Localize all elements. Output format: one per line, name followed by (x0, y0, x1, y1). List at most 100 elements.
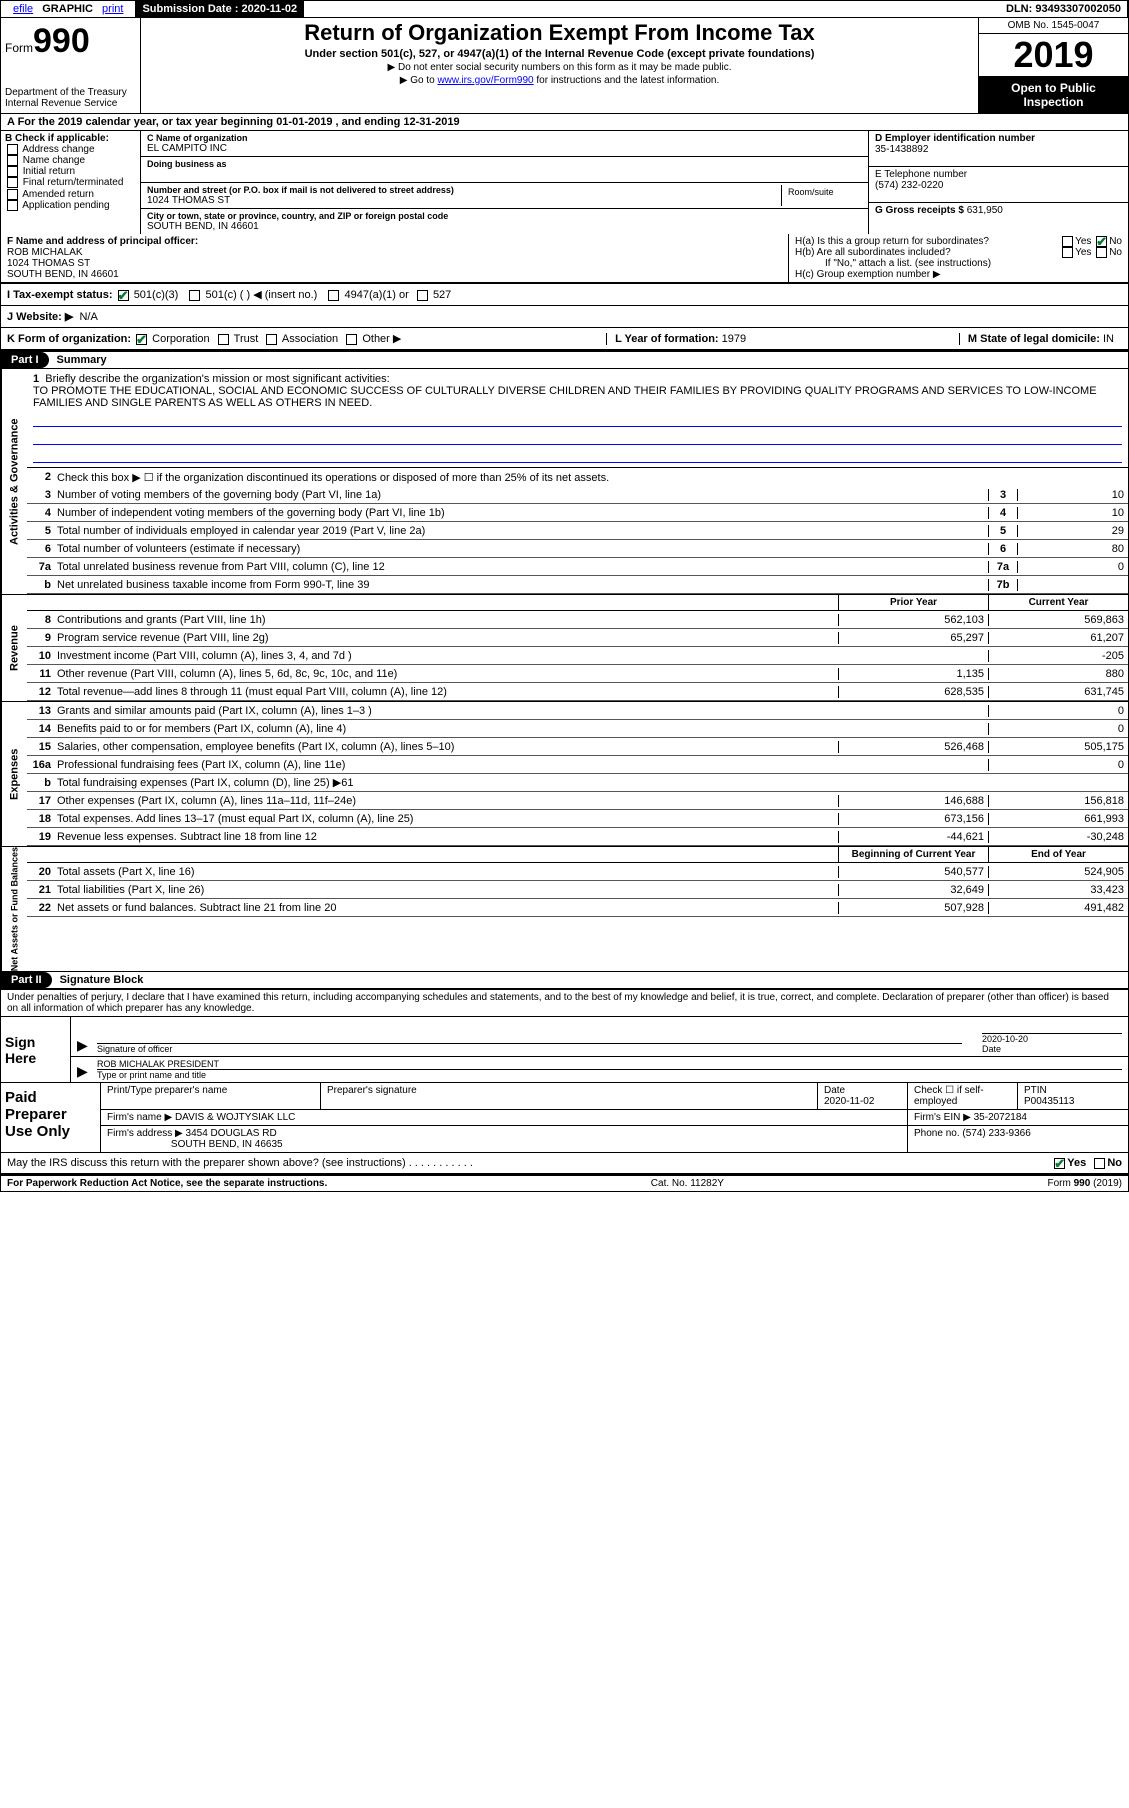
firm-ein: Firm's EIN ▶ 35-2072184 (908, 1110, 1128, 1125)
summary-line-3: 3Number of voting members of the governi… (27, 486, 1128, 504)
side-tab-net-assets: Net Assets or Fund Balances (1, 847, 27, 971)
group-return: H(a) Is this a group return for subordin… (788, 234, 1128, 282)
chk-initial-return[interactable]: Initial return (17, 166, 136, 177)
omb-number: OMB No. 1545-0047 (979, 18, 1128, 34)
chk-trust[interactable] (218, 334, 229, 345)
signature-block: Under penalties of perjury, I declare th… (0, 990, 1129, 1153)
firm-name: Firm's name ▶ DAVIS & WOJTYSIAK LLC (101, 1110, 908, 1125)
chk-address-change[interactable]: Address change (17, 144, 136, 155)
form-number: Form990 (5, 22, 136, 61)
block-fh: F Name and address of principal officer:… (0, 234, 1129, 283)
self-employed-check[interactable]: Check ☐ if self-employed (908, 1083, 1018, 1109)
dln: DLN: 93493307002050 (1000, 1, 1128, 17)
summary-line-19: 19Revenue less expenses. Subtract line 1… (27, 828, 1128, 846)
arrow-icon: ▶ (77, 1037, 97, 1054)
col-end-year: End of Year (988, 847, 1128, 862)
summary-line-6: 6Total number of volunteers (estimate if… (27, 540, 1128, 558)
tax-year: 2019 (979, 34, 1128, 77)
gross-receipts: G Gross receipts $ 631,950 (869, 203, 1128, 218)
preparer-name: Print/Type preparer's name (101, 1083, 321, 1109)
submission-date: Submission Date : 2020-11-02 (136, 1, 304, 17)
col-prior-year: Prior Year (838, 595, 988, 610)
room-suite: Room/suite (782, 185, 862, 206)
chk-discuss-yes[interactable] (1054, 1158, 1065, 1169)
summary-line-20: 20Total assets (Part X, line 16)540,5775… (27, 863, 1128, 881)
row-i-tax-exempt: I Tax-exempt status: 501(c)(3) 501(c) ( … (0, 283, 1129, 306)
side-tab-revenue: Revenue (1, 595, 27, 701)
chk-app-pending[interactable]: Application pending (17, 200, 136, 211)
form-subtitle: Under section 501(c), 527, or 4947(a)(1)… (147, 48, 972, 60)
preparer-date: Date2020-11-02 (818, 1083, 908, 1109)
part-1-title: Summary (49, 352, 115, 368)
footer: For Paperwork Reduction Act Notice, see … (0, 1174, 1129, 1192)
summary-line-5: 5Total number of individuals employed in… (27, 522, 1128, 540)
form-title: Return of Organization Exempt From Incom… (147, 20, 972, 46)
part-1: Part I Summary Activities & Governance 1… (0, 350, 1129, 972)
org-name-row: C Name of organization EL CAMPITO INC (141, 131, 868, 157)
summary-line-16a: 16aProfessional fundraising fees (Part I… (27, 756, 1128, 774)
summary-line-b: bNet unrelated business taxable income f… (27, 576, 1128, 594)
summary-line-18: 18Total expenses. Add lines 13–17 (must … (27, 810, 1128, 828)
chk-other[interactable] (346, 334, 357, 345)
address-row: Number and street (or P.O. box if mail i… (141, 183, 868, 209)
chk-name-change[interactable]: Name change (17, 155, 136, 166)
chk-527[interactable] (417, 290, 428, 301)
street-address: 1024 THOMAS ST (147, 195, 781, 206)
summary-line-12: 12Total revenue—add lines 8 through 11 (… (27, 683, 1128, 701)
department: Department of the Treasury Internal Reve… (5, 87, 136, 109)
mission-block: 1 Briefly describe the organization's mi… (27, 369, 1128, 468)
dba-row: Doing business as (141, 157, 868, 183)
part-2: Part II Signature Block (0, 972, 1129, 990)
summary-line-7a: 7aTotal unrelated business revenue from … (27, 558, 1128, 576)
irs-link[interactable]: www.irs.gov/Form990 (437, 75, 533, 86)
summary-line-10: 10Investment income (Part VIII, column (… (27, 647, 1128, 665)
col-current-year: Current Year (988, 595, 1128, 610)
summary-line-15: 15Salaries, other compensation, employee… (27, 738, 1128, 756)
form-ref: Form 990 (2019) (1048, 1178, 1122, 1189)
part-1-badge: Part I (1, 352, 49, 368)
principal-officer: F Name and address of principal officer:… (1, 234, 788, 282)
summary-line-8: 8Contributions and grants (Part VIII, li… (27, 611, 1128, 629)
summary-line-4: 4Number of independent voting members of… (27, 504, 1128, 522)
chk-corp[interactable] (136, 334, 147, 345)
ein-box: D Employer identification number 35-1438… (869, 131, 1128, 167)
summary-line-9: 9Program service revenue (Part VIII, lin… (27, 629, 1128, 647)
cat-number: Cat. No. 11282Y (651, 1178, 724, 1189)
chk-501c[interactable] (189, 290, 200, 301)
chk-amended[interactable]: Amended return (17, 189, 136, 200)
sign-here-label: Sign Here (1, 1017, 71, 1082)
chk-discuss-no[interactable] (1094, 1158, 1105, 1169)
row-klm: K Form of organization: Corporation Trus… (0, 328, 1129, 350)
summary-line-14: 14Benefits paid to or for members (Part … (27, 720, 1128, 738)
firm-address: Firm's address ▶ 3454 DOUGLAS RD SOUTH B… (101, 1126, 908, 1152)
top-bar: efile GRAPHIC print Submission Date : 20… (0, 0, 1129, 18)
officer-sig-line: Signature of officer (97, 1043, 962, 1054)
ptin: PTINP00435113 (1018, 1083, 1128, 1109)
open-public-badge: Open to Public Inspection (979, 77, 1128, 113)
chk-501c3[interactable] (118, 290, 129, 301)
summary-line-22: 22Net assets or fund balances. Subtract … (27, 899, 1128, 917)
preparer-signature: Preparer's signature (321, 1083, 818, 1109)
block-bcde: B Check if applicable: Address change Na… (0, 131, 1129, 234)
ein-value: 35-1438892 (875, 144, 928, 155)
paid-preparer-label: Paid Preparer Use Only (1, 1083, 101, 1152)
city-state-zip: SOUTH BEND, IN 46601 (147, 221, 862, 232)
summary-line-b: bTotal fundraising expenses (Part IX, co… (27, 774, 1128, 792)
col-b-checkboxes: B Check if applicable: Address change Na… (1, 131, 141, 234)
org-name: EL CAMPITO INC (147, 143, 862, 154)
chk-4947[interactable] (328, 290, 339, 301)
pra-notice: For Paperwork Reduction Act Notice, see … (7, 1178, 327, 1189)
phone-box: E Telephone number (574) 232-0220 (869, 167, 1128, 203)
instruction-2: ▶ Go to www.irs.gov/Form990 for instruct… (147, 75, 972, 86)
chk-final-return[interactable]: Final return/terminated (17, 177, 136, 188)
summary-line-17: 17Other expenses (Part IX, column (A), l… (27, 792, 1128, 810)
efile-link[interactable]: efile (7, 1, 39, 17)
officer-name-line: ROB MICHALAK PRESIDENT Type or print nam… (97, 1059, 1122, 1080)
chk-assoc[interactable] (266, 334, 277, 345)
summary-line-21: 21Total liabilities (Part X, line 26)32,… (27, 881, 1128, 899)
part-2-title: Signature Block (52, 972, 152, 988)
firm-phone: Phone no. (574) 233-9366 (908, 1126, 1128, 1152)
graphic-label: GRAPHIC (42, 3, 93, 15)
row-j-website: J Website: ▶ N/A (0, 306, 1129, 328)
print-link[interactable]: print (96, 1, 129, 17)
